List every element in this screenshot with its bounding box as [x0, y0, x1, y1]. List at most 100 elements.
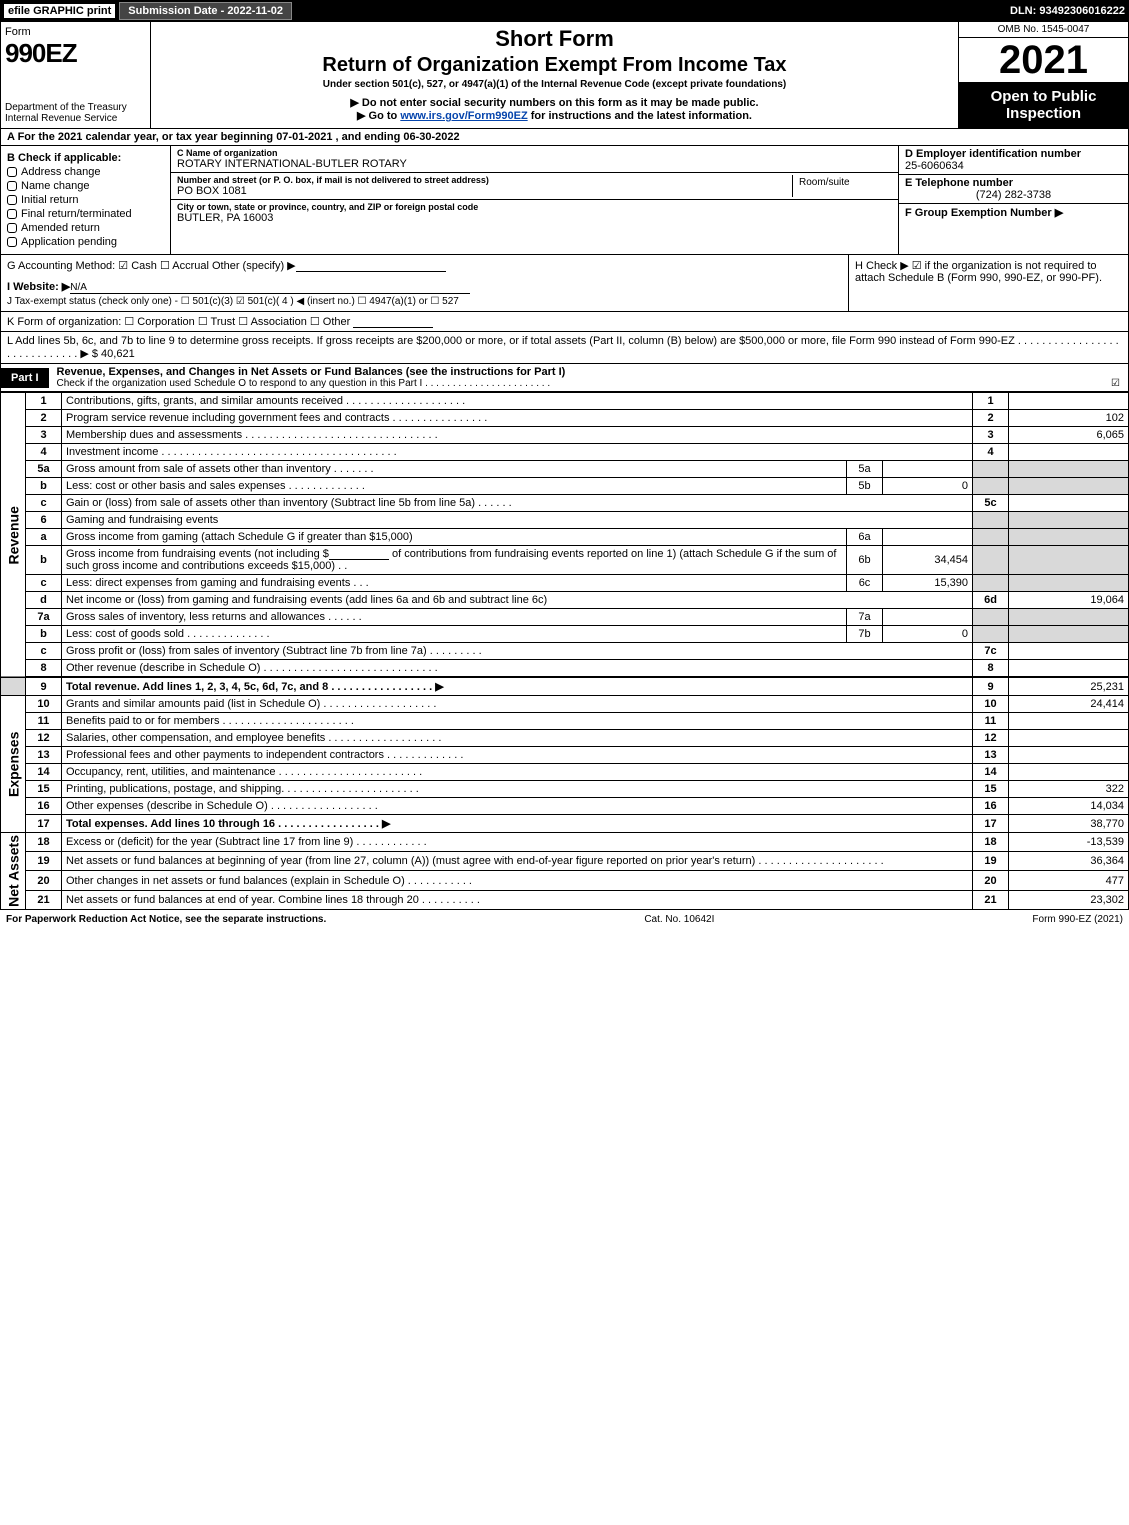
- line-5b-desc: Less: cost or other basis and sales expe…: [62, 478, 847, 495]
- line-20-amt: 477: [1009, 871, 1129, 890]
- line-6c-desc: Less: direct expenses from gaming and fu…: [62, 575, 847, 592]
- short-form-title: Short Form: [159, 26, 950, 52]
- accounting-method: G Accounting Method: ☑ Cash ☐ Accrual Ot…: [7, 260, 296, 272]
- addr-label: Number and street (or P. O. box, if mail…: [177, 175, 792, 185]
- line-16-amt: 14,034: [1009, 798, 1129, 815]
- form-header: Form 990EZ Department of the Treasury In…: [0, 22, 1129, 129]
- line-3-amt: 6,065: [1009, 427, 1129, 444]
- website-label: I Website: ▶: [7, 281, 70, 293]
- line-12-desc: Salaries, other compensation, and employ…: [62, 730, 973, 747]
- row-gh: G Accounting Method: ☑ Cash ☐ Accrual Ot…: [0, 255, 1129, 312]
- line-10-desc: Grants and similar amounts paid (list in…: [62, 696, 973, 713]
- check-pending: Application pending: [7, 236, 164, 248]
- line-15-amt: 322: [1009, 781, 1129, 798]
- org-address: PO BOX 1081: [177, 185, 792, 197]
- line-6a-val: [883, 529, 973, 546]
- website-value: N/A: [70, 282, 470, 294]
- omb-number: OMB No. 1545-0047: [959, 22, 1128, 38]
- h-check: H Check ▶ ☑ if the organization is not r…: [848, 255, 1128, 311]
- line-1-desc: Contributions, gifts, grants, and simila…: [62, 393, 973, 410]
- line-14-desc: Occupancy, rent, utilities, and maintena…: [62, 764, 973, 781]
- line-9-desc: Total revenue. Add lines 1, 2, 3, 4, 5c,…: [62, 677, 973, 696]
- line-17-desc: Total expenses. Add lines 10 through 16 …: [62, 815, 973, 833]
- part-1-check: ☑: [1111, 378, 1120, 389]
- line-2-desc: Program service revenue including govern…: [62, 410, 973, 427]
- line-20-desc: Other changes in net assets or fund bala…: [62, 871, 973, 890]
- line-5a-desc: Gross amount from sale of assets other t…: [62, 461, 847, 478]
- paperwork-notice: For Paperwork Reduction Act Notice, see …: [6, 914, 326, 925]
- line-7a-val: [883, 609, 973, 626]
- line-5a-val: [883, 461, 973, 478]
- line-6-desc: Gaming and fundraising events: [62, 512, 973, 529]
- line-6c-val: 15,390: [883, 575, 973, 592]
- no-ssn-note: ▶ Do not enter social security numbers o…: [159, 96, 950, 109]
- city-label: City or town, state or province, country…: [177, 202, 892, 212]
- line-13-amt: [1009, 747, 1129, 764]
- part-1-header: Part I Revenue, Expenses, and Changes in…: [0, 364, 1129, 392]
- ein: 25-6060634: [905, 160, 1122, 172]
- part-1-label: Part I: [1, 368, 49, 388]
- under-section: Under section 501(c), 527, or 4947(a)(1)…: [159, 79, 950, 90]
- check-final: Final return/terminated: [7, 208, 164, 220]
- check-amended: Amended return: [7, 222, 164, 234]
- open-public: Open to Public Inspection: [959, 82, 1128, 128]
- line-18-amt: -13,539: [1009, 833, 1129, 852]
- line-19-amt: 36,364: [1009, 852, 1129, 871]
- side-netassets: Net Assets: [1, 833, 26, 910]
- line-14-amt: [1009, 764, 1129, 781]
- org-city: BUTLER, PA 16003: [177, 212, 892, 224]
- line-3-desc: Membership dues and assessments . . . . …: [62, 427, 973, 444]
- goto-post: for instructions and the latest informat…: [528, 110, 752, 122]
- side-expenses: Expenses: [1, 696, 26, 833]
- line-5b-val: 0: [883, 478, 973, 495]
- lines-table: Revenue 1Contributions, gifts, grants, a…: [0, 392, 1129, 910]
- submission-date: Submission Date - 2022-11-02: [119, 2, 292, 20]
- room-suite-label: Room/suite: [792, 175, 892, 197]
- cat-no: Cat. No. 10642I: [644, 914, 714, 925]
- line-6b-val: 34,454: [883, 546, 973, 575]
- line-18-desc: Excess or (deficit) for the year (Subtra…: [62, 833, 973, 852]
- footer: For Paperwork Reduction Act Notice, see …: [0, 910, 1129, 929]
- line-21-amt: 23,302: [1009, 890, 1129, 909]
- line-11-amt: [1009, 713, 1129, 730]
- form-code: 990EZ: [5, 38, 146, 69]
- line-4-amt: [1009, 444, 1129, 461]
- check-name: Name change: [7, 180, 164, 192]
- section-b: B Check if applicable: Address change Na…: [0, 146, 1129, 255]
- line-7b-val: 0: [883, 626, 973, 643]
- checks-title: B Check if applicable:: [7, 152, 164, 164]
- line-16-desc: Other expenses (describe in Schedule O) …: [62, 798, 973, 815]
- part-1-sub: Check if the organization used Schedule …: [57, 378, 551, 389]
- org-name: ROTARY INTERNATIONAL-BUTLER ROTARY: [177, 158, 892, 170]
- side-revenue: Revenue: [1, 393, 26, 678]
- tax-year: 2021: [959, 38, 1128, 82]
- return-title: Return of Organization Exempt From Incom…: [159, 54, 950, 77]
- line-7a-desc: Gross sales of inventory, less returns a…: [62, 609, 847, 626]
- line-5c-desc: Gain or (loss) from sale of assets other…: [62, 495, 973, 512]
- tax-exempt-status: J Tax-exempt status (check only one) - ☐…: [7, 296, 842, 307]
- row-l: L Add lines 5b, 6c, and 7b to line 9 to …: [0, 332, 1129, 364]
- line-7c-desc: Gross profit or (loss) from sales of inv…: [62, 643, 973, 660]
- line-7b-desc: Less: cost of goods sold . . . . . . . .…: [62, 626, 847, 643]
- line-7c-amt: [1009, 643, 1129, 660]
- line-4-desc: Investment income . . . . . . . . . . . …: [62, 444, 973, 461]
- check-address: Address change: [7, 166, 164, 178]
- line-15-desc: Printing, publications, postage, and shi…: [62, 781, 973, 798]
- goto-pre: ▶ Go to: [357, 110, 400, 122]
- line-6b-desc: Gross income from fundraising events (no…: [62, 546, 847, 575]
- check-initial: Initial return: [7, 194, 164, 206]
- group-exemption-label: F Group Exemption Number ▶: [905, 206, 1122, 219]
- line-21-desc: Net assets or fund balances at end of ye…: [62, 890, 973, 909]
- line-6a-desc: Gross income from gaming (attach Schedul…: [62, 529, 847, 546]
- form-label: Form: [5, 26, 146, 38]
- row-k: K Form of organization: ☐ Corporation ☐ …: [0, 312, 1129, 332]
- org-name-label: C Name of organization: [177, 148, 892, 158]
- line-6d-amt: 19,064: [1009, 592, 1129, 609]
- dln: DLN: 93492306016222: [1010, 5, 1125, 17]
- top-bar: efile GRAPHIC print Submission Date - 20…: [0, 0, 1129, 22]
- line-6d-desc: Net income or (loss) from gaming and fun…: [62, 592, 973, 609]
- line-5c-amt: [1009, 495, 1129, 512]
- goto-line: ▶ Go to www.irs.gov/Form990EZ for instru…: [159, 109, 950, 122]
- ein-label: D Employer identification number: [905, 148, 1122, 160]
- irs-link[interactable]: www.irs.gov/Form990EZ: [400, 110, 527, 122]
